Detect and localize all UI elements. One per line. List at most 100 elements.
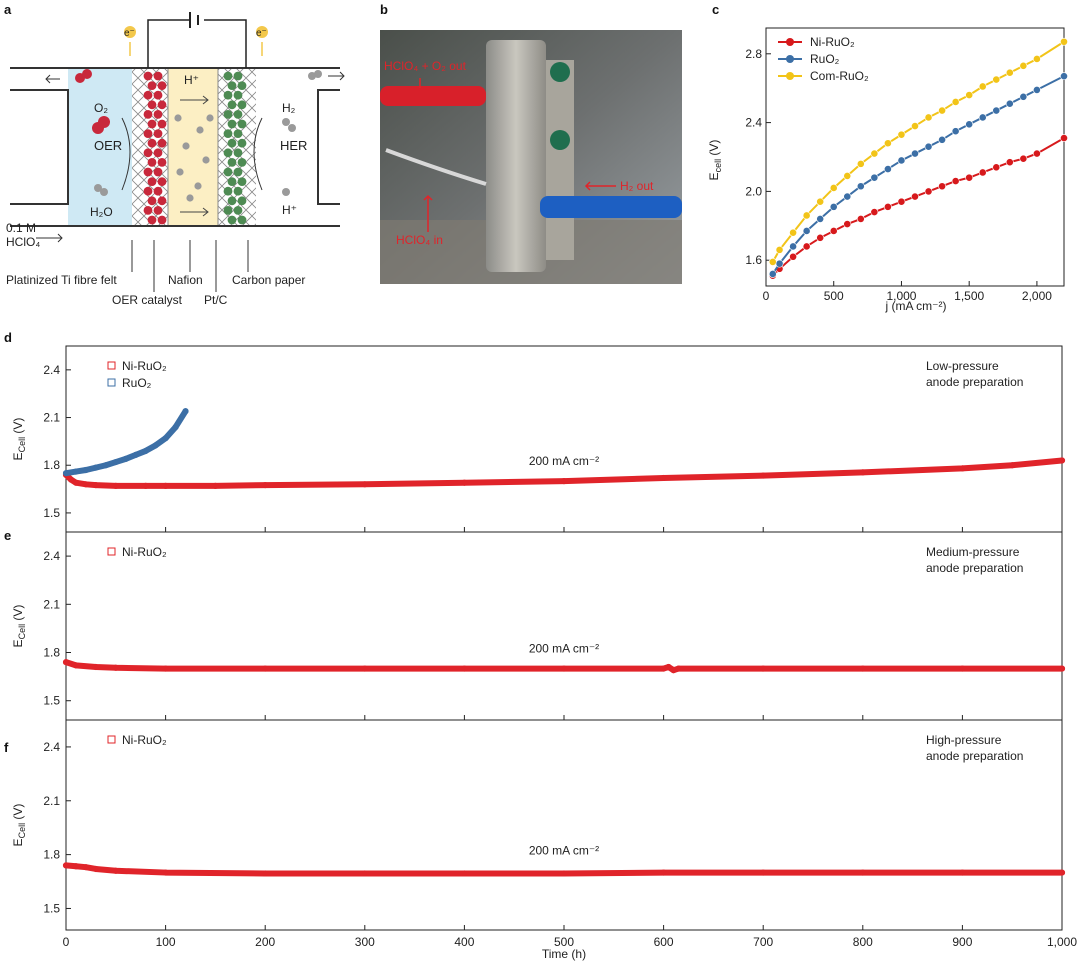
d-data-point (1058, 457, 1066, 464)
d-data-point (92, 482, 99, 489)
c-data-point (768, 270, 777, 278)
panel-e-stability-chart: e 1.5 1.8 2.1 2.4 ECell (V) Ni-RuO₂ 200 mA cm⁻… (4, 528, 1066, 721)
oer-catalyst-particle (157, 177, 167, 187)
label-catalyst: OER catalyst (112, 293, 183, 307)
e-data-point (92, 663, 99, 671)
c-data-point (884, 165, 892, 173)
ptc-particle (227, 177, 237, 187)
c-data-point (938, 182, 946, 191)
f-note-line2: anode preparation (926, 749, 1023, 763)
d-y-tick-label: 1.8 (43, 458, 60, 472)
d-data-point (162, 435, 169, 442)
c-data-point (897, 156, 906, 165)
e-data-point (760, 665, 767, 672)
d-data-point (132, 451, 139, 458)
d-data-point (72, 479, 80, 486)
label-ptc: Pt/C (204, 293, 228, 307)
c-data-point (938, 106, 946, 115)
e-y-tick-label: 1.5 (43, 694, 60, 708)
c-data-point (1060, 37, 1068, 46)
d-data-point (112, 482, 119, 489)
c-data-point (870, 149, 879, 158)
f-x-tick-label: 200 (255, 935, 275, 949)
d-note-line2: anode preparation (926, 375, 1023, 389)
d-data-point (461, 479, 468, 486)
c-data-point (789, 228, 797, 237)
panel-label-a: a (4, 2, 12, 17)
c-xlabel: j (mA cm⁻²) (885, 299, 947, 313)
oer-catalyst-particle (143, 90, 153, 100)
oer-catalyst-particle (147, 215, 157, 225)
c-data-point (829, 227, 838, 235)
c-data-point (884, 139, 892, 148)
c-x-tick-label: 500 (824, 289, 844, 303)
e-series-trace (63, 659, 1065, 674)
ptc-particle (223, 148, 233, 158)
c-data-point (802, 242, 811, 251)
c-data-point (965, 120, 974, 129)
svg-text:HClO₄: HClO₄ (6, 235, 40, 249)
ptc-particle (227, 196, 237, 206)
h-plus-label: H⁺ (282, 203, 297, 217)
f-x-tick-label: 600 (654, 935, 674, 949)
e-data-point (361, 665, 368, 672)
label-hclo4-in: HClO₄ in (396, 233, 443, 247)
d-data-point (67, 476, 75, 483)
proton-ion (186, 194, 194, 202)
f-x-tick-label: 800 (853, 935, 873, 949)
ptc-particle (223, 167, 233, 177)
d-data-point (560, 478, 568, 485)
e-data-point (72, 662, 80, 669)
ptc-particle (237, 158, 247, 167)
d-ylabel: ECell (V) (11, 418, 27, 461)
c-series-line (772, 137, 1065, 277)
f-data-point (112, 867, 119, 874)
d-note-line1: Low-pressure (926, 359, 999, 373)
f-data-point (62, 862, 70, 869)
c-data-point (897, 130, 906, 139)
ptc-particle (233, 129, 243, 139)
e-data-point (461, 665, 468, 672)
f-annotation: 200 mA cm⁻² (529, 844, 599, 858)
c-data-point (829, 184, 838, 192)
cell-stack (486, 40, 546, 272)
oer-catalyst-particle (143, 148, 153, 158)
c-legend-label: Ni-RuO₂ (810, 35, 855, 49)
c-data-point (1005, 158, 1014, 167)
panel-f-stability-chart: f Time (h) 1.5 1.8 2.1 2.4 ECell (V) 0 100 200 3… (4, 719, 1077, 961)
d-data-point (760, 472, 767, 479)
c-data-point (856, 215, 865, 223)
d-data-point (1009, 462, 1016, 469)
e-legend-label: Ni-RuO₂ (122, 545, 167, 559)
c-data-point (775, 245, 784, 254)
d-data-point (62, 470, 70, 477)
h2o-label: H₂O (90, 205, 113, 219)
panel-label-b: b (380, 2, 388, 17)
panel-label-e: e (4, 528, 11, 543)
c-data-point (856, 159, 865, 168)
c-x-tick-label: 2,000 (1022, 289, 1052, 303)
oer-catalyst-particle (157, 81, 167, 90)
proton-ion (206, 114, 214, 122)
label-nafion: Nafion (168, 273, 203, 287)
c-series-line (771, 75, 1065, 275)
c-data-point (938, 135, 946, 144)
proton-ion (194, 182, 202, 190)
f-plot-frame (65, 719, 1063, 931)
c-data-point (829, 202, 838, 211)
external-circuit (147, 19, 247, 68)
f-x-tick-label: 400 (454, 935, 474, 949)
f-x-tick-label: 100 (156, 935, 176, 949)
oer-catalyst-particle (143, 206, 153, 215)
c-data-point (1019, 154, 1028, 163)
e-data-point (959, 665, 966, 672)
e-note-line2: anode preparation (926, 561, 1023, 575)
oer-catalyst-particle (147, 100, 157, 110)
c-data-point (978, 113, 987, 122)
oer-catalyst-particle (153, 71, 163, 81)
f-data-point (361, 870, 368, 877)
oer-catalyst-particle (147, 158, 157, 167)
oer-catalyst-particle (143, 71, 153, 81)
c-data-point (911, 149, 919, 158)
